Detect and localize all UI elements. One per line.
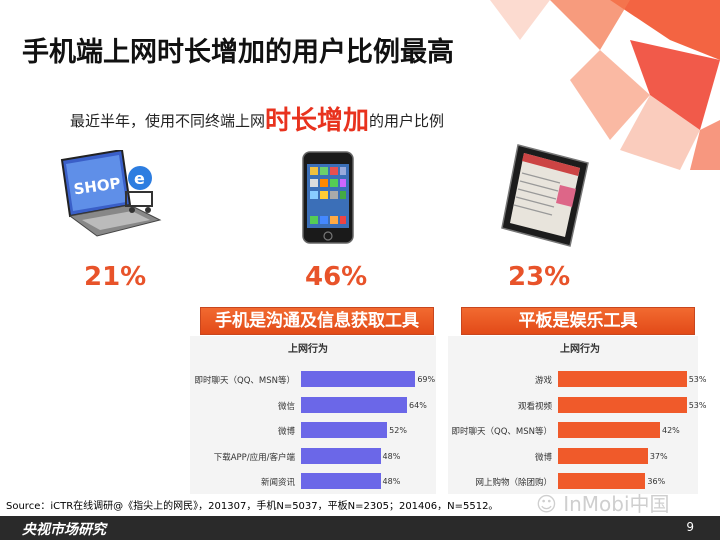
bar-value-label: 52%: [389, 426, 407, 435]
svg-text:e: e: [134, 169, 145, 188]
bar: [558, 473, 646, 489]
bar: [558, 447, 648, 464]
wechat-icon: ☺: [536, 492, 557, 516]
page-title: 手机端上网时长增加的用户比例最高: [22, 37, 454, 68]
source-note: Source：iCTR在线调研@《指尖上的网民》，201307，手机N=5037…: [6, 501, 499, 512]
decorative-polygons: [490, 0, 720, 170]
bar-value-label: 69%: [417, 375, 436, 384]
bar-category-label: 即时聊天（QQ、MSN等）: [451, 427, 552, 437]
bar-value-label: 37%: [649, 451, 668, 461]
bar-category-label: 下载APP/应用/客户端: [213, 452, 295, 463]
device-percent-phone: 46%: [305, 262, 368, 292]
tablet-icon: [501, 144, 589, 247]
watermark-text: InMobi中国: [563, 492, 670, 516]
device-percent-laptop: 21%: [84, 262, 147, 292]
page-number: 9: [686, 520, 694, 534]
subtitle-before: 最近半年，使用不同终端上网: [70, 112, 266, 130]
smartphone-icon: [302, 151, 354, 244]
bar-value-label: 53%: [688, 375, 707, 384]
footer-brand: 央视市场研究: [22, 522, 106, 538]
bar-value-label: 48%: [382, 477, 401, 486]
bar-category-label: 微博: [277, 427, 295, 437]
bar-category-label: 微博: [534, 452, 552, 463]
device-percent-tablet: 23%: [508, 262, 571, 292]
subtitle-highlight: 时长增加: [265, 106, 370, 136]
bar-category-label: 网上购物（除团购）: [475, 478, 552, 488]
bar: [301, 447, 381, 464]
bar: [558, 422, 660, 438]
bar-value-label: 48%: [382, 451, 401, 461]
bar: [558, 396, 687, 413]
bar-value-label: 42%: [662, 426, 680, 435]
phone-chart-panel: [190, 336, 436, 494]
bar-value-label: 64%: [409, 400, 427, 410]
footer-bar: [0, 516, 720, 540]
watermark: ☺ InMobi中国: [536, 488, 670, 517]
bar-category-label: 微信: [277, 401, 295, 412]
bar: [301, 371, 416, 387]
bar: [301, 473, 381, 489]
subtitle-after: 的用户比例: [369, 112, 445, 130]
tablet-banner: 平板是娱乐工具: [461, 307, 695, 335]
laptop-shop-icon: SHOP e: [60, 150, 162, 237]
phone-panel-title: 上网行为: [288, 344, 328, 355]
subtitle: 最近半年，使用不同终端上网时长增加的用户比例: [70, 100, 444, 137]
bar-category-label: 新闻资讯: [260, 478, 295, 488]
bar-category-label: 游戏: [534, 376, 552, 386]
bar-category-label: 即时聊天（QQ、MSN等）: [194, 376, 295, 386]
bar-category-label: 观看视频: [517, 401, 552, 412]
phone-banner: 手机是沟通及信息获取工具: [200, 307, 434, 335]
bar-value-label: 36%: [647, 477, 666, 486]
bar: [301, 396, 408, 413]
bar-value-label: 53%: [688, 400, 707, 410]
tablet-chart-panel: [448, 336, 698, 494]
bar: [558, 371, 687, 387]
bar: [301, 422, 388, 438]
tablet-panel-title: 上网行为: [560, 344, 600, 355]
